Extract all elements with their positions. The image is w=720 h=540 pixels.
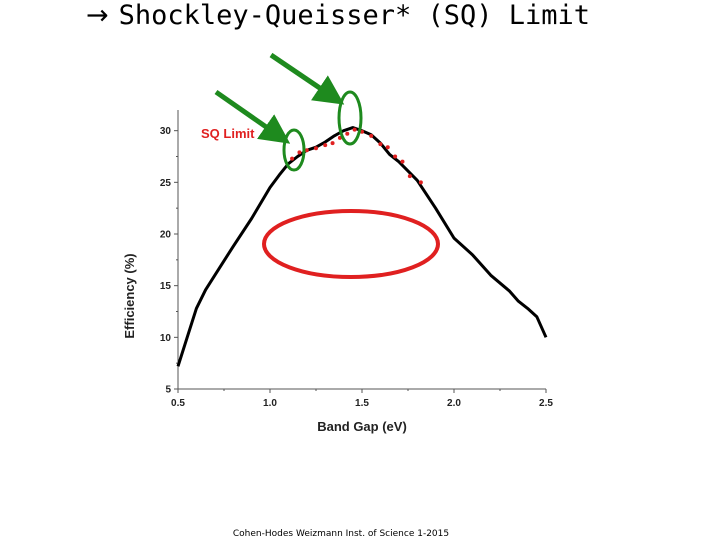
x-axis-title: Band Gap (eV) [317,419,407,434]
sq-limit-label: SQ Limit [201,126,255,141]
data-point [369,133,374,138]
y-tick-label: 15 [160,281,172,292]
annotation-overlays [214,52,440,279]
data-point [352,127,357,132]
x-tick-label: 0.5 [171,398,185,409]
data-points-group [290,127,423,185]
data-point [407,174,412,179]
slide-title: → Shockley-Queisser* (SQ) Limit [86,0,590,31]
y-tick-label: 30 [160,126,172,137]
data-point [330,141,335,146]
y-tick-label: 5 [165,385,171,396]
sq-curve-group [176,126,548,367]
data-point [393,154,398,159]
red-ellipse-highlight [262,209,440,279]
x-tick-label: 2.5 [539,398,553,409]
sq-limit-curve [176,126,548,367]
x-tick-label: 1.0 [263,398,277,409]
green-arrow-2 [269,52,345,105]
data-point [378,142,383,147]
right-arrow-icon: → [86,0,109,31]
x-tick-label: 1.5 [355,398,369,409]
data-point [418,180,423,185]
data-point [385,145,390,150]
data-point [304,148,309,153]
data-point [314,146,318,151]
data-point [323,143,328,148]
chart-axes: 0.5 1.0 1.5 2.0 2.5 5 10 15 20 25 30 [160,110,553,409]
green-ellipse-left [282,128,306,172]
y-tick-label: 25 [160,178,172,189]
green-arrow-1 [214,89,291,144]
data-point [290,156,295,161]
slide-title-text: Shockley-Queisser* (SQ) Limit [118,0,591,31]
y-tick-label: 10 [160,333,172,344]
y-tick-label: 20 [160,230,172,241]
x-tick-label: 2.0 [447,398,461,409]
green-ellipse-top [337,90,363,146]
footer-credit: Cohen-Hodes Weizmann Inst. of Science 1-… [232,529,450,539]
data-point [297,150,302,155]
data-point [345,131,350,136]
data-point [400,159,405,164]
y-axis-title: Efficiency (%) [122,253,137,338]
